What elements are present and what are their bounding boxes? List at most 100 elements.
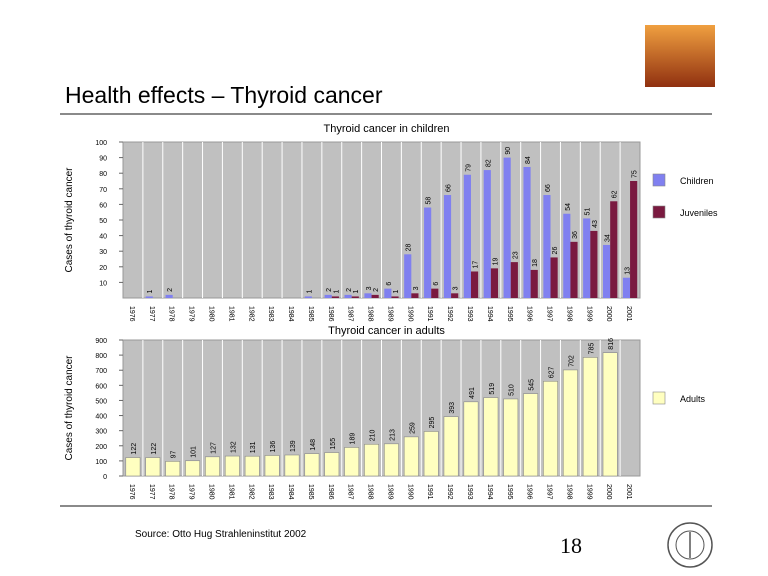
bar bbox=[145, 457, 161, 477]
x-tick-label: 1998 bbox=[565, 484, 572, 500]
bar bbox=[344, 294, 352, 298]
bar bbox=[610, 201, 618, 298]
header-photo bbox=[645, 25, 715, 87]
x-tick-label: 1980 bbox=[207, 306, 214, 322]
bar bbox=[463, 401, 479, 477]
y-tick-label: 30 bbox=[99, 249, 107, 256]
bar bbox=[244, 455, 260, 477]
bar bbox=[443, 416, 459, 477]
data-label: 62 bbox=[612, 190, 619, 198]
bar bbox=[423, 431, 439, 477]
x-tick-label: 1988 bbox=[367, 484, 374, 500]
bar bbox=[403, 436, 419, 477]
bar bbox=[224, 455, 240, 477]
y-tick-label: 50 bbox=[99, 218, 107, 225]
bar bbox=[530, 269, 538, 298]
data-label: 122 bbox=[151, 443, 158, 455]
x-tick-label: 1985 bbox=[307, 484, 314, 500]
legend-label: Juveniles bbox=[680, 208, 718, 218]
data-label: 2 bbox=[346, 288, 353, 292]
x-tick-label: 1990 bbox=[406, 306, 413, 322]
data-label: 3 bbox=[453, 286, 460, 290]
bar bbox=[451, 293, 459, 298]
x-tick-label: 1985 bbox=[307, 306, 314, 322]
x-tick-label: 1983 bbox=[267, 306, 274, 322]
data-label: 545 bbox=[529, 379, 536, 391]
bar bbox=[411, 293, 419, 298]
x-tick-label: 1994 bbox=[486, 484, 493, 500]
bar bbox=[510, 262, 518, 298]
data-label: 122 bbox=[131, 443, 138, 455]
bar bbox=[583, 218, 591, 298]
bar bbox=[563, 213, 571, 298]
data-label: 34 bbox=[605, 234, 612, 242]
x-tick-label: 1981 bbox=[227, 306, 234, 322]
data-label: 702 bbox=[568, 355, 575, 367]
data-label: 1 bbox=[393, 289, 400, 293]
bar bbox=[165, 461, 181, 477]
data-label: 23 bbox=[512, 251, 519, 259]
y-tick-label: 800 bbox=[95, 353, 107, 360]
data-label: 17 bbox=[473, 261, 480, 269]
data-label: 2 bbox=[373, 288, 380, 292]
bar bbox=[483, 170, 491, 298]
y-tick-label: 70 bbox=[99, 187, 107, 194]
x-tick-label: 2000 bbox=[605, 484, 612, 500]
data-label: 491 bbox=[469, 387, 476, 399]
y-tick-label: 600 bbox=[95, 383, 107, 390]
chart-title: Thyroid cancer in adults bbox=[328, 325, 445, 337]
bar bbox=[205, 456, 220, 477]
data-label: 66 bbox=[545, 184, 552, 192]
bar bbox=[630, 181, 638, 298]
x-tick-label: 1983 bbox=[267, 484, 274, 500]
bar bbox=[304, 453, 320, 477]
x-tick-label: 1986 bbox=[327, 306, 334, 322]
x-tick-label: 1992 bbox=[446, 306, 453, 322]
data-label: 155 bbox=[330, 438, 337, 450]
x-tick-label: 1999 bbox=[585, 484, 592, 500]
data-label: 785 bbox=[588, 343, 595, 355]
x-tick-label: 1986 bbox=[327, 484, 334, 500]
x-tick-label: 1995 bbox=[506, 306, 513, 322]
x-tick-label: 1997 bbox=[546, 306, 553, 322]
data-label: 75 bbox=[632, 170, 639, 178]
x-tick-label: 1977 bbox=[148, 484, 155, 500]
data-label: 97 bbox=[171, 450, 178, 458]
bar bbox=[284, 454, 300, 477]
x-tick-label: 1988 bbox=[367, 306, 374, 322]
y-axis-label: Cases of thyroid cancer bbox=[64, 167, 75, 273]
bar bbox=[431, 288, 439, 298]
data-label: 66 bbox=[446, 184, 453, 192]
data-label: 54 bbox=[565, 203, 572, 211]
data-label: 816 bbox=[608, 338, 615, 350]
data-label: 1 bbox=[306, 289, 313, 293]
x-tick-label: 1991 bbox=[426, 306, 433, 322]
data-label: 393 bbox=[449, 402, 456, 414]
y-tick-label: 90 bbox=[99, 156, 107, 163]
y-tick-label: 80 bbox=[99, 171, 107, 178]
data-label: 189 bbox=[350, 433, 357, 445]
bar bbox=[523, 166, 531, 298]
bar bbox=[364, 293, 372, 298]
data-label: 1 bbox=[147, 289, 154, 293]
data-label: 82 bbox=[485, 159, 492, 167]
x-tick-label: 1987 bbox=[347, 306, 354, 322]
x-tick-label: 1981 bbox=[227, 484, 234, 500]
data-label: 58 bbox=[426, 197, 433, 205]
y-tick-label: 300 bbox=[95, 429, 107, 436]
data-label: 136 bbox=[270, 441, 277, 453]
bar bbox=[550, 257, 558, 298]
y-tick-label: 500 bbox=[95, 398, 107, 405]
bar bbox=[523, 393, 539, 477]
bar bbox=[384, 288, 392, 298]
data-label: 36 bbox=[572, 231, 579, 239]
bar bbox=[603, 244, 611, 298]
x-tick-label: 2001 bbox=[625, 484, 632, 500]
legend-label: Adults bbox=[680, 394, 706, 404]
x-tick-label: 2000 bbox=[605, 306, 612, 322]
data-label: 213 bbox=[389, 429, 396, 441]
x-tick-label: 1990 bbox=[406, 484, 413, 500]
data-label: 6 bbox=[433, 282, 440, 286]
bar bbox=[364, 443, 380, 477]
bar bbox=[324, 294, 332, 298]
